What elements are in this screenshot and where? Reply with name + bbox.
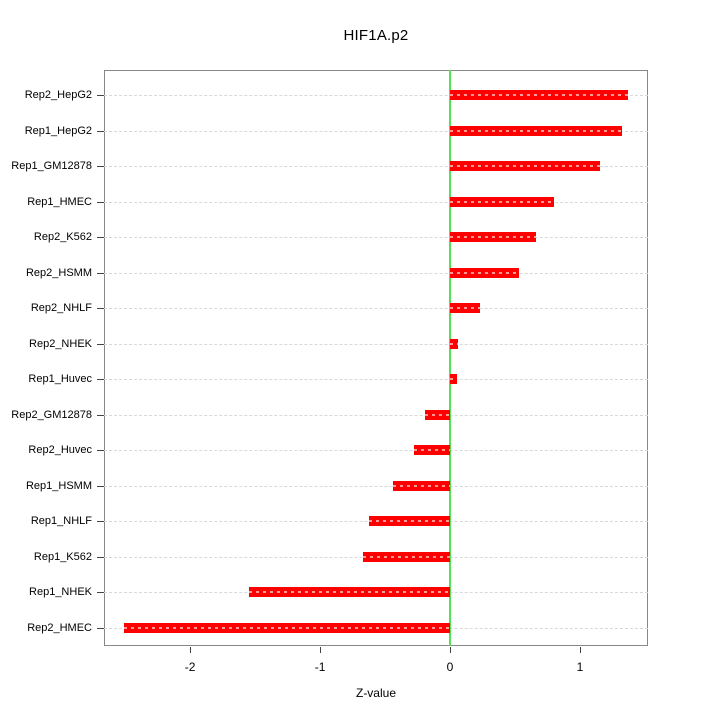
x-axis-tick-label: 1 <box>576 660 584 674</box>
bar-inner-dashes <box>362 555 450 558</box>
x-axis-tick <box>580 647 582 653</box>
gridline <box>104 308 648 309</box>
x-axis-tick <box>320 647 322 653</box>
x-axis-tick <box>450 647 452 653</box>
bar <box>123 622 451 633</box>
bar-inner-dashes <box>450 165 600 167</box>
y-axis-tick <box>97 485 104 487</box>
bar-inner-dashes <box>450 271 519 274</box>
y-axis-label: Rep2_GM12878 <box>11 408 92 421</box>
bar <box>450 232 536 242</box>
bar <box>413 445 451 455</box>
bar-inner-dashes <box>369 520 450 522</box>
bar <box>248 587 450 597</box>
bar-inner-dashes <box>392 484 451 487</box>
y-axis-label: Rep1_GM12878 <box>11 160 92 172</box>
gridline <box>104 414 648 416</box>
bar-inner-dashes <box>450 307 480 309</box>
y-axis-tick <box>97 592 104 593</box>
y-axis-tick <box>97 272 104 274</box>
x-axis-title: Z-value <box>355 686 396 700</box>
chart-title: HIF1A.p2 <box>343 27 409 44</box>
y-axis-tick <box>97 556 104 558</box>
y-axis-label: Rep1_NHLF <box>30 515 92 527</box>
y-axis-label: Rep2_HMEC <box>27 621 92 634</box>
y-axis-label: Rep1_HepG2 <box>24 124 92 137</box>
y-axis-label: Rep2_HepG2 <box>24 89 92 101</box>
x-axis-tick-label: -2 <box>184 660 196 674</box>
gridline <box>104 237 648 238</box>
bar <box>362 551 450 562</box>
x-axis-tick-label: -1 <box>314 660 326 674</box>
bar-inner-dashes <box>425 413 451 416</box>
bar <box>450 303 480 313</box>
gridline <box>104 95 648 96</box>
y-axis-tick <box>97 521 104 522</box>
bar-inner-dashes <box>450 94 629 96</box>
gridline <box>104 343 648 345</box>
bar-inner-dashes <box>450 129 622 132</box>
gridline <box>104 166 648 167</box>
x-axis-tick <box>190 647 192 653</box>
y-axis-label: Rep2_K562 <box>33 231 92 243</box>
y-axis-label: Rep2_Huvec <box>28 444 92 456</box>
bar <box>450 90 629 100</box>
y-axis-tick <box>97 237 104 238</box>
y-axis-label: Rep2_NHLF <box>30 302 92 314</box>
y-axis-label: Rep2_NHEK <box>29 337 92 350</box>
y-axis-label: Rep1_K562 <box>33 550 92 563</box>
gridline <box>104 379 648 380</box>
bar-inner-dashes <box>450 342 458 345</box>
y-axis-label: Rep1_HSMM <box>25 479 92 492</box>
bar <box>392 480 451 491</box>
y-axis-tick <box>97 130 104 132</box>
gridline <box>104 201 648 203</box>
plot-area <box>104 70 648 646</box>
gridline <box>104 130 648 132</box>
bar <box>450 374 457 384</box>
y-axis-tick <box>97 450 104 451</box>
bar-inner-dashes <box>450 200 554 203</box>
y-axis-label: Rep2_HSMM <box>25 266 92 279</box>
bar <box>450 161 600 171</box>
y-axis-tick <box>97 308 104 309</box>
bar-inner-dashes <box>450 378 457 380</box>
y-axis-tick <box>97 95 104 96</box>
bar-inner-dashes <box>248 591 450 593</box>
bar <box>450 125 622 136</box>
bar <box>450 267 519 278</box>
x-axis-tick-label: 0 <box>446 660 454 674</box>
bar-inner-dashes <box>413 449 451 451</box>
bar <box>450 338 458 349</box>
gridline <box>104 485 648 487</box>
y-axis-tick <box>97 166 104 167</box>
bar <box>369 516 450 526</box>
y-axis-tick <box>97 343 104 345</box>
y-axis-tick <box>97 414 104 416</box>
bar <box>425 409 451 420</box>
bar <box>450 196 554 207</box>
y-axis-label: Rep1_HMEC <box>27 195 92 208</box>
gridline <box>104 272 648 274</box>
y-axis-label: Rep1_NHEK <box>29 586 92 598</box>
zero-reference-line <box>449 70 452 646</box>
bar-inner-dashes <box>123 626 451 629</box>
y-axis-tick <box>97 201 104 203</box>
y-axis-tick <box>97 627 104 629</box>
gridline <box>104 450 648 451</box>
bar-inner-dashes <box>450 236 536 238</box>
y-axis-label: Rep1_Huvec <box>28 373 92 385</box>
y-axis-tick <box>97 379 104 380</box>
